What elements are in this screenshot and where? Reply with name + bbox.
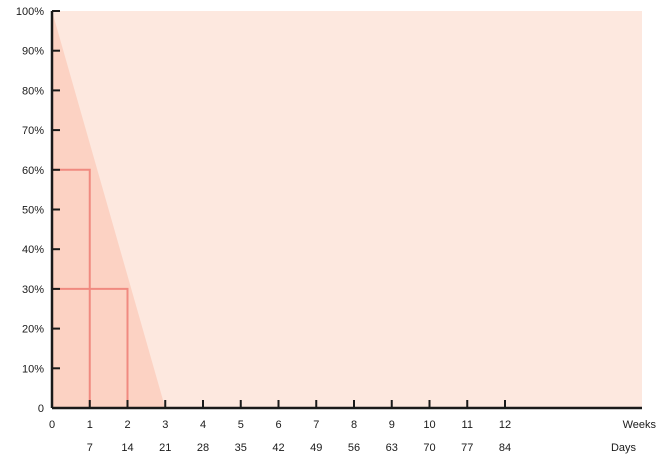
days-unit-label: Days — [611, 442, 637, 454]
decline-area — [52, 11, 166, 408]
reference-lines — [52, 168, 129, 408]
reference-line-1 — [52, 168, 91, 408]
y-tick-label: 60% — [22, 165, 44, 177]
y-tick-label: 80% — [22, 85, 44, 97]
y-tick-label: 70% — [22, 125, 44, 137]
x-tick-label-days: 7 — [87, 442, 93, 454]
y-tick-label: 50% — [22, 205, 44, 217]
y-axis-ticks: 0 10% 20% 30% 40% 50% 60% 70% 80% 90% 100% — [16, 6, 60, 415]
x-tick-label-weeks: 5 — [238, 419, 244, 431]
y-tick-label: 90% — [22, 46, 44, 58]
x-tick-label-weeks: 12 — [499, 419, 511, 431]
x-tick-label-days: 14 — [121, 442, 133, 454]
weeks-unit-label: Weeks — [623, 419, 657, 431]
reference-line-2 — [52, 287, 129, 408]
x-tick-label-weeks: 4 — [200, 419, 206, 431]
x-tick-label-days: 56 — [348, 442, 360, 454]
y-tick-label: 100% — [16, 6, 44, 18]
y-tick-label: 20% — [22, 324, 44, 336]
x-tick-label-days: 49 — [310, 442, 322, 454]
x-tick-label-days: 77 — [461, 442, 473, 454]
plot-background — [52, 11, 642, 408]
x-tick-label-weeks: 11 — [462, 419, 473, 431]
x-tick-label-weeks: 7 — [313, 419, 319, 431]
x-tick-label-weeks: 10 — [423, 419, 435, 431]
y-tick-label: 10% — [22, 363, 44, 375]
x-tick-label-weeks: 8 — [351, 419, 357, 431]
y-tick-label: 40% — [22, 244, 44, 256]
x-tick-label-days: 21 — [159, 442, 171, 454]
x-tick-label-weeks: 3 — [162, 419, 168, 431]
y-tick-label: 0 — [38, 403, 44, 415]
y-tick-label: 30% — [22, 284, 44, 296]
x-tick-label-days: 35 — [235, 442, 247, 454]
x-tick-label-days: 63 — [386, 442, 398, 454]
x-tick-label-days: 84 — [499, 442, 511, 454]
x-tick-label-weeks: 2 — [124, 419, 130, 431]
x-tick-label-weeks: 6 — [275, 419, 281, 431]
x-tick-label-weeks: 9 — [389, 419, 395, 431]
x-tick-label-weeks: 0 — [49, 419, 55, 431]
x-tick-label-days: 28 — [197, 442, 209, 454]
x-tick-label-weeks: 1 — [87, 419, 93, 431]
x-tick-label-days: 42 — [272, 442, 284, 454]
x-tick-label-days: 70 — [423, 442, 435, 454]
